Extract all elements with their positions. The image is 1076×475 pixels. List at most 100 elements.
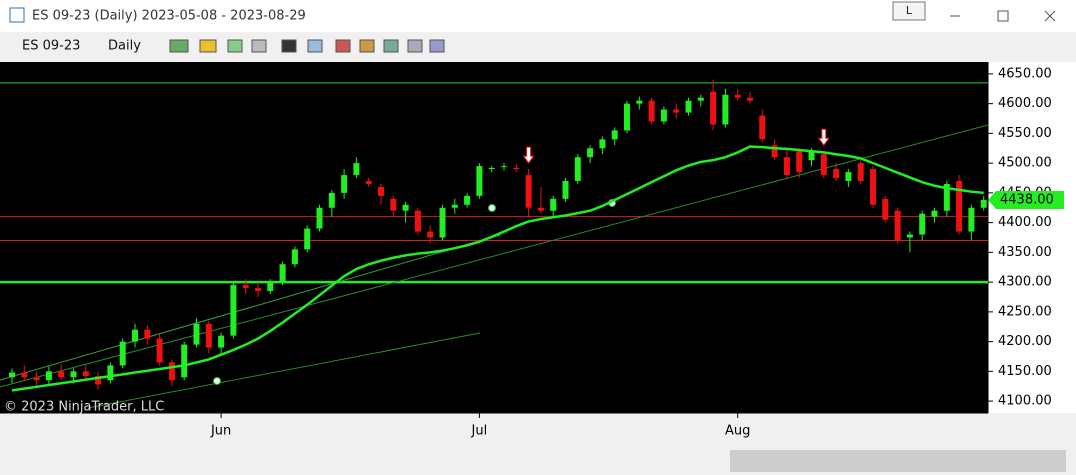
candle-body [70,371,77,378]
candle-body [624,103,630,131]
candle-body [808,151,815,161]
interval-selector[interactable]: Daily [108,39,141,54]
candle-body [648,100,655,122]
candle-body [550,198,557,211]
last-price-marker [988,191,1064,210]
candle-body [525,175,532,208]
icon[interactable] [407,39,423,53]
candle-body [304,228,311,250]
trend-line [87,332,481,409]
candle-body [660,109,667,122]
icon[interactable] [199,39,217,53]
icon[interactable] [335,39,351,53]
candle-body [845,172,852,181]
drawing-anchor [488,204,496,212]
candle-body [9,372,15,378]
candle-body [783,157,790,176]
candle-body [279,264,286,283]
y-tick-label: 4500.00 [998,156,1052,171]
y-tick-label: 4250.00 [998,304,1052,319]
candle-body [894,210,901,241]
candle-body [734,94,741,98]
candle-body [414,210,421,232]
y-tick-label: 4100.00 [998,394,1052,409]
candle-body [218,335,225,348]
scrollbar-thumb[interactable] [730,450,1066,472]
candle-body [316,207,323,229]
maximize[interactable] [997,10,1009,22]
icon[interactable] [169,39,189,53]
moving-average [11,145,984,392]
candle-body [710,91,717,125]
candle-body [501,166,507,168]
y-tick-label: 4400.00 [998,215,1052,230]
candle-body [464,195,471,205]
candle-body [943,183,950,211]
candle-body [144,329,151,339]
candle-body [193,323,200,345]
icon[interactable] [227,39,243,53]
candle-body [820,154,827,176]
candle-body [537,207,544,211]
candle-body [365,180,372,184]
candle-body [611,130,618,140]
candle-body [574,157,581,181]
candle-body [107,365,114,381]
toolbar-icons [169,39,445,53]
x-tick-label: Jul [471,424,488,439]
drawing-anchor [213,377,221,385]
candle-body [513,167,520,170]
trend-line [0,234,501,381]
icon[interactable] [307,39,323,53]
y-tick-label: 4150.00 [998,364,1052,379]
candle-body [722,94,729,125]
icon[interactable] [281,39,297,53]
candle-body [587,148,594,158]
candle-body [390,198,397,211]
candle-body [82,371,89,377]
close[interactable] [1044,10,1056,22]
candle-body [980,200,987,208]
y-tick-label: 4600.00 [998,96,1052,111]
icon[interactable] [383,39,399,53]
candle-body [870,169,876,205]
candle-body [181,344,188,378]
candle-body [58,371,65,378]
candle-body [833,169,840,179]
candle-body [33,377,40,381]
y-tick-label: 4300.00 [998,275,1052,290]
link-button[interactable] [892,1,926,21]
candle-body [255,288,261,292]
candle-body [771,145,778,158]
x-tick-label: Aug [725,424,750,439]
link-button-label: L [906,4,913,17]
candle-body [378,186,384,196]
icon[interactable] [429,39,445,53]
app-icon [9,7,25,23]
candle-body [759,115,766,140]
icon[interactable] [359,39,375,53]
candle-body [857,163,864,181]
chart: 4100.00 4150.00 4200.00 4250.00 4300.00 4350.… [0,62,1076,439]
plot-area [0,62,988,413]
copyright: © 2023 NinjaTrader, LLC [4,400,164,415]
candle-body [291,249,298,265]
candle-body [599,139,606,149]
instrument-selector[interactable]: ES 09-23 [22,39,80,54]
candle-body [156,338,163,363]
candle-body [931,210,938,217]
candle-body [168,362,175,381]
x-tick-label: Jun [210,424,231,439]
y-tick-label: 4550.00 [998,126,1052,141]
price-axis [988,62,1076,413]
candle-body [341,175,348,193]
candle-body [45,371,52,381]
candle-body [119,341,126,366]
candle-body [205,323,212,348]
icon[interactable] [251,39,267,53]
candle-body [673,109,680,113]
last-price-label: 4438.00 [1000,193,1054,208]
y-tick-label: 4200.00 [998,334,1052,349]
y-tick-label: 4350.00 [998,245,1052,260]
